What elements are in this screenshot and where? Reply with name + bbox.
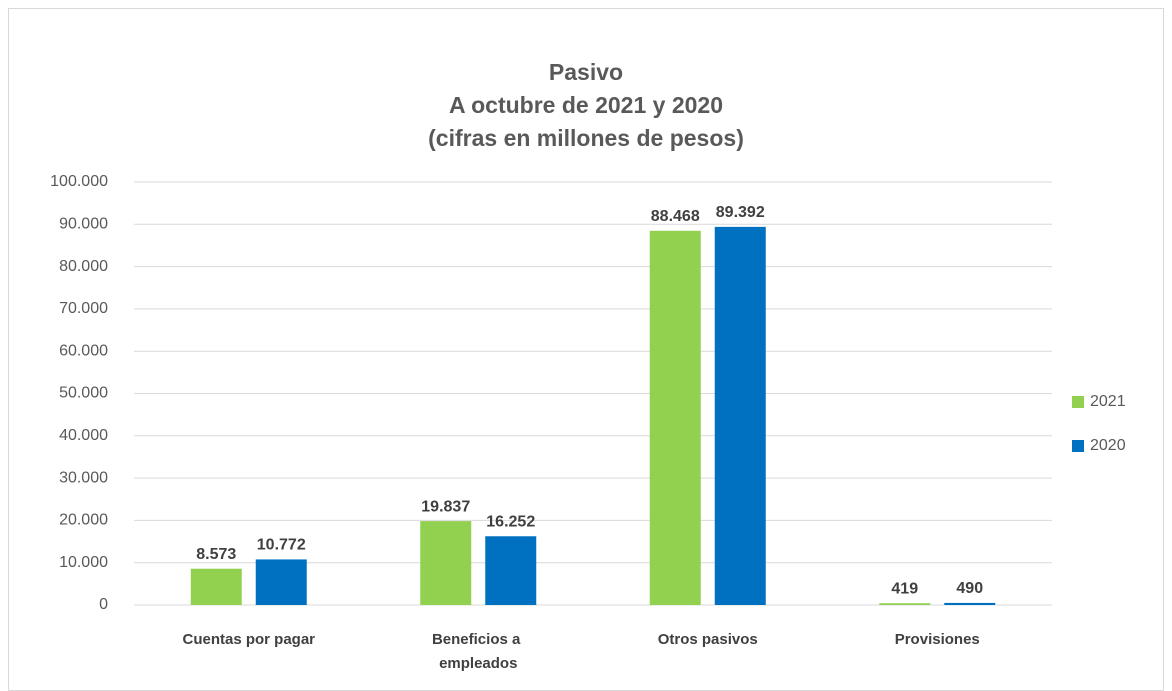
bar <box>879 603 931 605</box>
value-label: 8.573 <box>196 546 236 563</box>
chart-title: (cifras en millones de pesos) <box>428 125 744 151</box>
value-label: 490 <box>956 580 983 597</box>
bar <box>485 536 537 605</box>
x-tick-label: Otros pasivos <box>658 631 758 648</box>
x-tick-label: Cuentas por pagar <box>182 631 315 648</box>
bar <box>944 602 996 605</box>
x-tick-label: Beneficios a empleados <box>432 631 525 672</box>
legend-swatch <box>1072 440 1084 452</box>
y-tick-label: 90.000 <box>59 216 108 233</box>
value-label: 10.772 <box>257 537 306 554</box>
bar <box>190 568 242 605</box>
y-tick-label: 70.000 <box>59 300 108 317</box>
y-tick-label: 50.000 <box>59 385 108 402</box>
bar <box>420 521 472 605</box>
legend-label: 2021 <box>1090 393 1126 410</box>
y-tick-label: 10.000 <box>59 554 108 571</box>
x-tick-label: Provisiones <box>895 631 980 648</box>
y-tick-label: 100.000 <box>50 173 108 190</box>
chart-title: Pasivo <box>549 59 623 85</box>
chart-title: A octubre de 2021 y 2020 <box>449 92 723 118</box>
value-label: 19.837 <box>421 498 470 515</box>
y-tick-label: 80.000 <box>59 258 108 275</box>
bar <box>649 230 701 605</box>
value-label: 16.252 <box>486 513 535 530</box>
y-tick-label: 20.000 <box>59 512 108 529</box>
y-tick-label: 0 <box>99 596 108 613</box>
y-tick-label: 60.000 <box>59 342 108 359</box>
value-label: 419 <box>891 580 918 597</box>
value-label: 88.468 <box>651 208 700 225</box>
legend-label: 2020 <box>1090 437 1126 454</box>
y-tick-label: 30.000 <box>59 469 108 486</box>
legend-swatch <box>1072 396 1084 408</box>
bar <box>255 559 307 605</box>
y-tick-label: 40.000 <box>59 427 108 444</box>
value-label: 89.392 <box>716 204 765 221</box>
bar <box>714 226 766 606</box>
